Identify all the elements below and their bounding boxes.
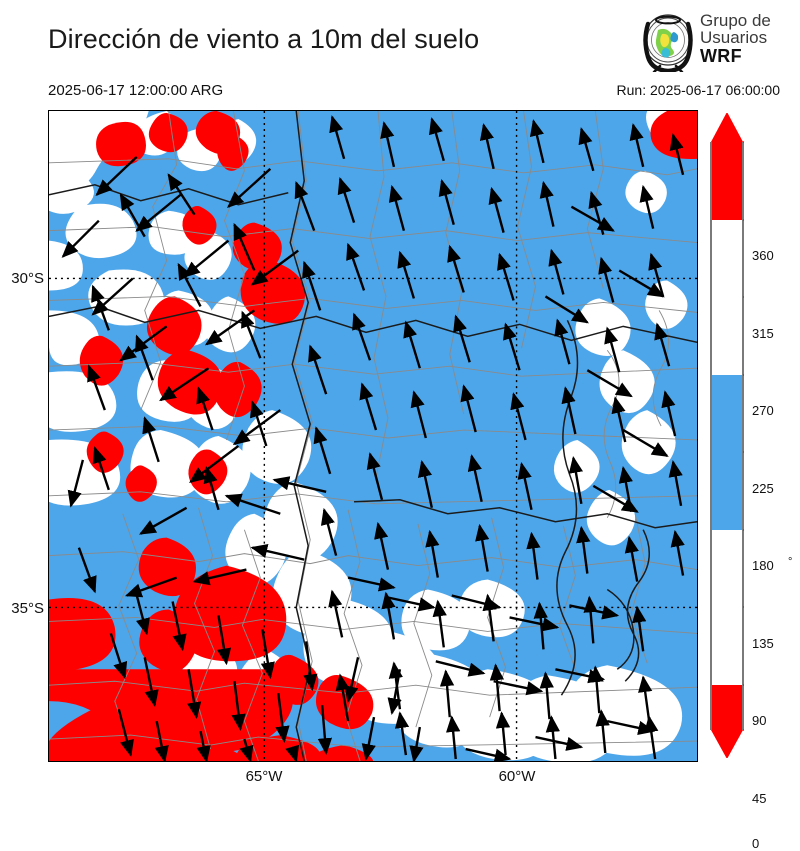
colorbar-tick-315: 315 <box>752 326 774 341</box>
cb-band-45-135 <box>711 530 743 685</box>
colorbar-extend-top <box>710 113 744 144</box>
colorbar-tick-270: 270 <box>752 403 774 418</box>
valid-time-label: 2025-06-17 12:00:00 ARG <box>48 82 224 99</box>
wrf-globe-emblem-icon <box>643 14 693 72</box>
model-run-label: Run: 2025-06-17 06:00:00 <box>616 82 780 98</box>
y-axis-tick-35S: 35°S <box>11 600 44 617</box>
wind-direction-map <box>49 111 697 761</box>
province-borders <box>49 111 697 761</box>
colorbar-tick-180: 180 <box>752 558 774 573</box>
cb-band-225-315 <box>711 220 743 375</box>
cb-band-135-225 <box>711 375 743 530</box>
weather-map-page: Dirección de viento a 10m del suelo 2025… <box>11 12 795 851</box>
map-plot-area[interactable] <box>48 110 698 762</box>
wrf-user-group-logo: Grupo de Usuarios WRF <box>640 12 795 74</box>
colorbar-tick-45: 45 <box>752 791 767 806</box>
colorbar-tick-360: 360 <box>752 248 774 263</box>
logo-line-3: WRF <box>700 45 742 66</box>
colorbar[interactable]: 360 315 270 225 180 135 90 45 0 ° <box>710 113 792 851</box>
colorbar-tick-90: 90 <box>752 713 767 728</box>
colorbar-extend-bottom <box>710 728 744 758</box>
x-axis-tick-65W: 65°W <box>245 768 283 785</box>
cb-band-315-360 <box>711 142 743 220</box>
page-title: Dirección de viento a 10m del suelo <box>48 24 480 54</box>
wind-direction-arrows <box>61 115 685 761</box>
y-axis-tick-30S: 30°S <box>11 270 44 287</box>
x-axis-tick-60W: 60°W <box>498 768 536 785</box>
colorbar-tick-225: 225 <box>752 481 774 496</box>
logo-line-2: Usuarios <box>700 28 768 48</box>
field-band-red <box>49 111 697 761</box>
colorbar-tick-135: 135 <box>752 636 774 651</box>
colorbar-unit-label: ° <box>788 556 793 568</box>
logo-line-1: Grupo de <box>700 11 771 30</box>
cb-band-0-45 <box>711 685 743 730</box>
logo-text-block: Grupo de Usuarios WRF <box>700 12 771 65</box>
colorbar-gradient <box>710 113 744 758</box>
colorbar-tick-0: 0 <box>752 836 760 851</box>
